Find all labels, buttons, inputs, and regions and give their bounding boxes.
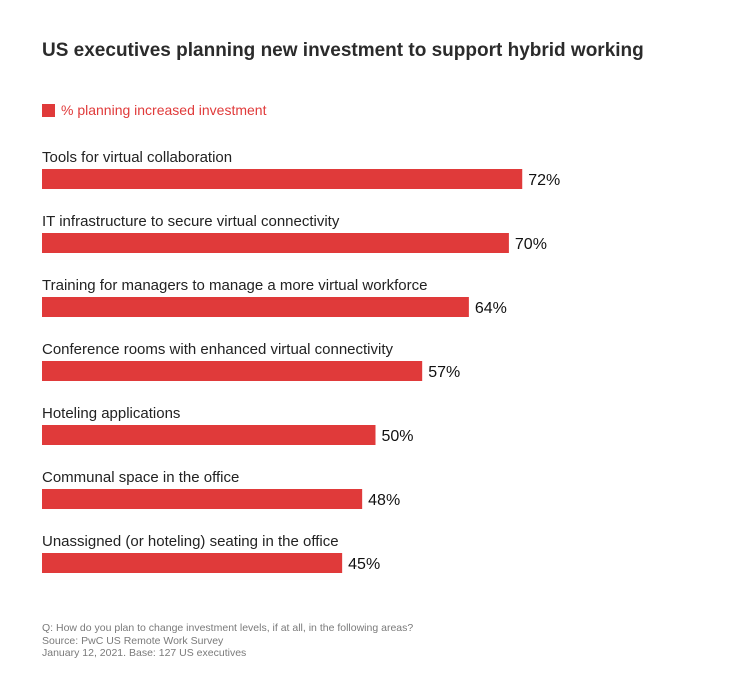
- footer-source: Source: PwC US Remote Work Survey: [42, 634, 224, 647]
- bar: [42, 233, 509, 253]
- value-label: 72%: [528, 172, 560, 189]
- bar: [42, 169, 523, 189]
- value-label: 45%: [348, 556, 380, 573]
- value-label: 50%: [382, 428, 414, 445]
- category-label: Conference rooms with enhanced virtual c…: [42, 341, 394, 358]
- bar: [42, 489, 363, 509]
- category-label: Hoteling applications: [42, 405, 180, 422]
- chart-footer: Q: How do you plan to change investment …: [42, 622, 413, 660]
- category-label: Unassigned (or hoteling) seating in the …: [42, 533, 339, 550]
- legend: % planning increased investment: [42, 102, 266, 118]
- value-label: 70%: [515, 236, 547, 253]
- legend-label: % planning increased investment: [61, 102, 267, 118]
- category-label: Training for managers to manage a more v…: [42, 277, 427, 294]
- bar: [42, 361, 423, 381]
- bar: [42, 297, 469, 317]
- value-label: 48%: [368, 492, 400, 509]
- chart-title: US executives planning new investment to…: [42, 40, 644, 61]
- category-label: IT infrastructure to secure virtual conn…: [42, 213, 340, 230]
- bar-chart: Tools for virtual collaboration 72% IT inf…: [42, 149, 560, 573]
- bar: [42, 553, 343, 573]
- category-label: Communal space in the office: [42, 469, 239, 486]
- bar: [42, 425, 376, 445]
- value-label: 64%: [475, 300, 507, 317]
- category-label: Tools for virtual collaboration: [42, 149, 232, 166]
- value-label: 57%: [428, 364, 460, 381]
- footer-question: Q: How do you plan to change investment …: [42, 622, 414, 634]
- legend-swatch: [42, 103, 55, 117]
- footer-date-base: January 12, 2021. Base: 127 US executive…: [42, 647, 247, 659]
